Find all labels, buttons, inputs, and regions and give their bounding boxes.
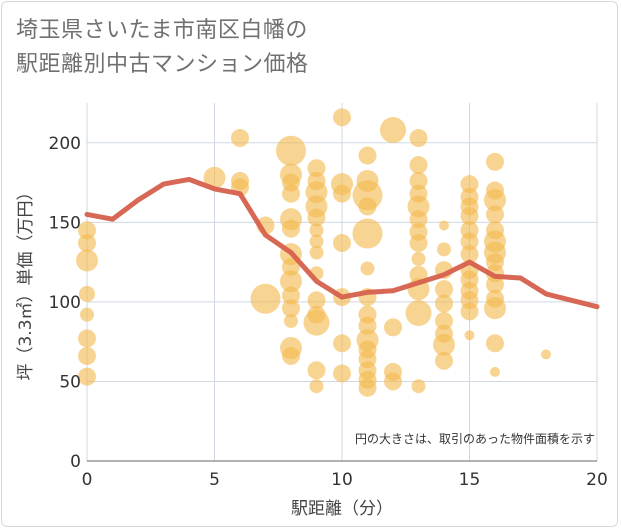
- average-line-series: [84, 176, 600, 310]
- data-point: [307, 291, 326, 310]
- data-point: [384, 318, 402, 337]
- average-price-line: [84, 176, 600, 310]
- data-point: [78, 367, 96, 386]
- data-point: [409, 171, 428, 190]
- data-point: [79, 285, 95, 302]
- data-point: [284, 313, 298, 328]
- data-point: [486, 152, 504, 171]
- data-point: [360, 261, 375, 276]
- data-point: [309, 234, 324, 249]
- data-point: [486, 205, 504, 224]
- y-tick-label: 0: [70, 452, 81, 472]
- data-point: [460, 302, 479, 321]
- data-point: [409, 156, 428, 175]
- data-point: [484, 297, 506, 320]
- data-point: [333, 108, 351, 127]
- data-point: [309, 223, 324, 238]
- data-point: [541, 349, 551, 360]
- data-point: [80, 307, 94, 322]
- data-point: [282, 219, 300, 238]
- grid: [86, 103, 598, 462]
- data-point: [78, 234, 96, 253]
- data-point: [282, 346, 300, 365]
- data-point: [276, 135, 306, 166]
- data-point: [282, 184, 300, 203]
- chart-title-line-1: 埼玉県さいたま市南区白幡の: [16, 18, 308, 43]
- data-point: [78, 221, 96, 240]
- data-point: [78, 346, 96, 365]
- data-point: [309, 245, 324, 260]
- data-point: [333, 234, 351, 253]
- data-point: [411, 251, 426, 266]
- data-point: [460, 245, 479, 264]
- x-tick-label: 20: [586, 470, 608, 490]
- data-point: [282, 299, 300, 318]
- data-point: [333, 334, 351, 353]
- data-point: [409, 234, 428, 253]
- data-point: [490, 366, 500, 377]
- data-point: [460, 206, 479, 225]
- data-point: [437, 242, 451, 257]
- data-point: [333, 364, 351, 383]
- data-point: [231, 129, 249, 148]
- y-tick-label: 150: [49, 213, 81, 233]
- data-point: [307, 361, 326, 380]
- y-tick-label: 50: [59, 372, 81, 392]
- data-point: [411, 379, 426, 394]
- data-point: [203, 166, 226, 189]
- data-point: [433, 333, 455, 356]
- data-point: [435, 351, 453, 370]
- chart-title: 埼玉県さいたま市南区白幡の 駅距離別中古マンション価格: [16, 14, 309, 82]
- data-point: [486, 275, 504, 294]
- data-point: [486, 334, 504, 353]
- data-point: [460, 232, 479, 251]
- data-point: [435, 311, 453, 330]
- data-point: [409, 210, 428, 229]
- data-point: [307, 159, 326, 178]
- data-point: [380, 117, 406, 144]
- data-point: [384, 372, 402, 391]
- data-point: [439, 220, 449, 231]
- x-tick-label: 10: [331, 470, 353, 490]
- data-point: [333, 184, 351, 203]
- data-point: [407, 195, 430, 218]
- data-point: [307, 208, 326, 227]
- y-tick-label: 200: [49, 134, 81, 154]
- bubble-series: [76, 108, 551, 397]
- x-tick-label: 0: [82, 470, 93, 490]
- data-point: [76, 249, 98, 272]
- data-point: [409, 129, 428, 148]
- bubble-size-note: 円の大きさは、取引のあった物件面積を示す: [355, 431, 595, 446]
- data-point: [358, 378, 377, 397]
- data-point: [250, 283, 281, 314]
- data-point: [309, 379, 324, 394]
- data-point: [405, 300, 432, 327]
- data-point: [484, 189, 506, 212]
- data-point: [435, 280, 453, 299]
- data-point: [358, 146, 377, 165]
- y-axis-title: 坪（3.3㎡）単価（万円）: [16, 183, 36, 380]
- data-point: [78, 329, 96, 348]
- data-point: [464, 330, 475, 341]
- data-point: [303, 309, 330, 336]
- x-axis-title: 駅距離（分）: [291, 499, 393, 519]
- chart-title-line-2: 駅距離別中古マンション価格: [16, 52, 309, 77]
- data-point: [358, 197, 377, 216]
- data-point: [435, 294, 453, 313]
- data-point: [460, 175, 479, 194]
- data-point: [282, 286, 300, 305]
- data-point: [352, 218, 383, 249]
- x-tick-label: 5: [209, 470, 220, 490]
- y-tick-label: 100: [49, 293, 81, 313]
- x-tick-label: 15: [459, 470, 481, 490]
- data-point: [280, 270, 302, 293]
